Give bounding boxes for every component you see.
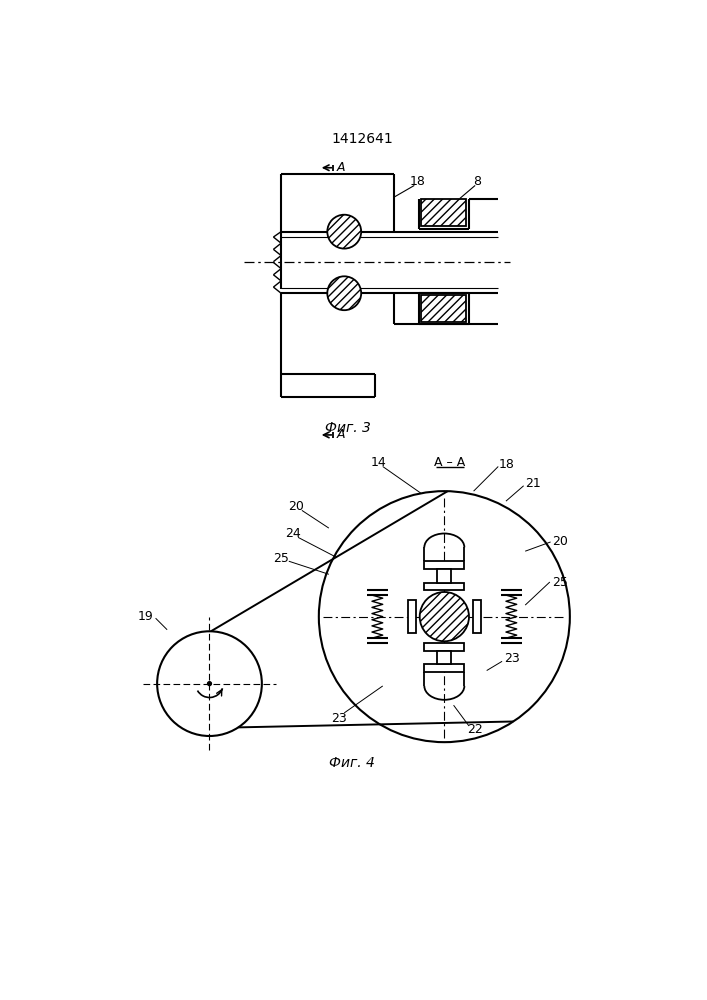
- Text: 25: 25: [552, 576, 568, 588]
- Bar: [421, 295, 466, 322]
- Circle shape: [319, 491, 570, 742]
- Text: 8: 8: [474, 175, 481, 188]
- Bar: [408, 600, 416, 633]
- Text: 23: 23: [331, 712, 346, 725]
- Text: 20: 20: [288, 500, 305, 513]
- Text: Фиг. 3: Фиг. 3: [325, 421, 371, 435]
- Text: 21: 21: [525, 477, 541, 490]
- Circle shape: [327, 215, 361, 249]
- Bar: [424, 561, 464, 569]
- Bar: [421, 199, 466, 226]
- Circle shape: [208, 682, 211, 686]
- Text: 19: 19: [138, 610, 153, 623]
- Bar: [438, 569, 451, 583]
- Text: 20: 20: [552, 535, 568, 548]
- Bar: [424, 643, 464, 651]
- Text: Фиг. 4: Фиг. 4: [329, 756, 375, 770]
- Text: 22: 22: [467, 723, 483, 736]
- Text: 23: 23: [503, 652, 520, 666]
- Text: 25: 25: [273, 552, 289, 565]
- Text: A: A: [337, 428, 345, 441]
- Text: 14: 14: [371, 456, 387, 469]
- Text: A – A: A – A: [434, 456, 465, 469]
- Bar: [424, 664, 464, 672]
- Circle shape: [327, 276, 361, 310]
- Text: 18: 18: [498, 458, 514, 471]
- Text: 1412641: 1412641: [331, 132, 393, 146]
- Text: A: A: [337, 161, 345, 174]
- Bar: [438, 651, 451, 664]
- Text: 24: 24: [285, 527, 300, 540]
- Circle shape: [420, 592, 469, 641]
- Bar: [473, 600, 481, 633]
- Text: 18: 18: [409, 175, 426, 188]
- Circle shape: [157, 631, 262, 736]
- Bar: [424, 583, 464, 590]
